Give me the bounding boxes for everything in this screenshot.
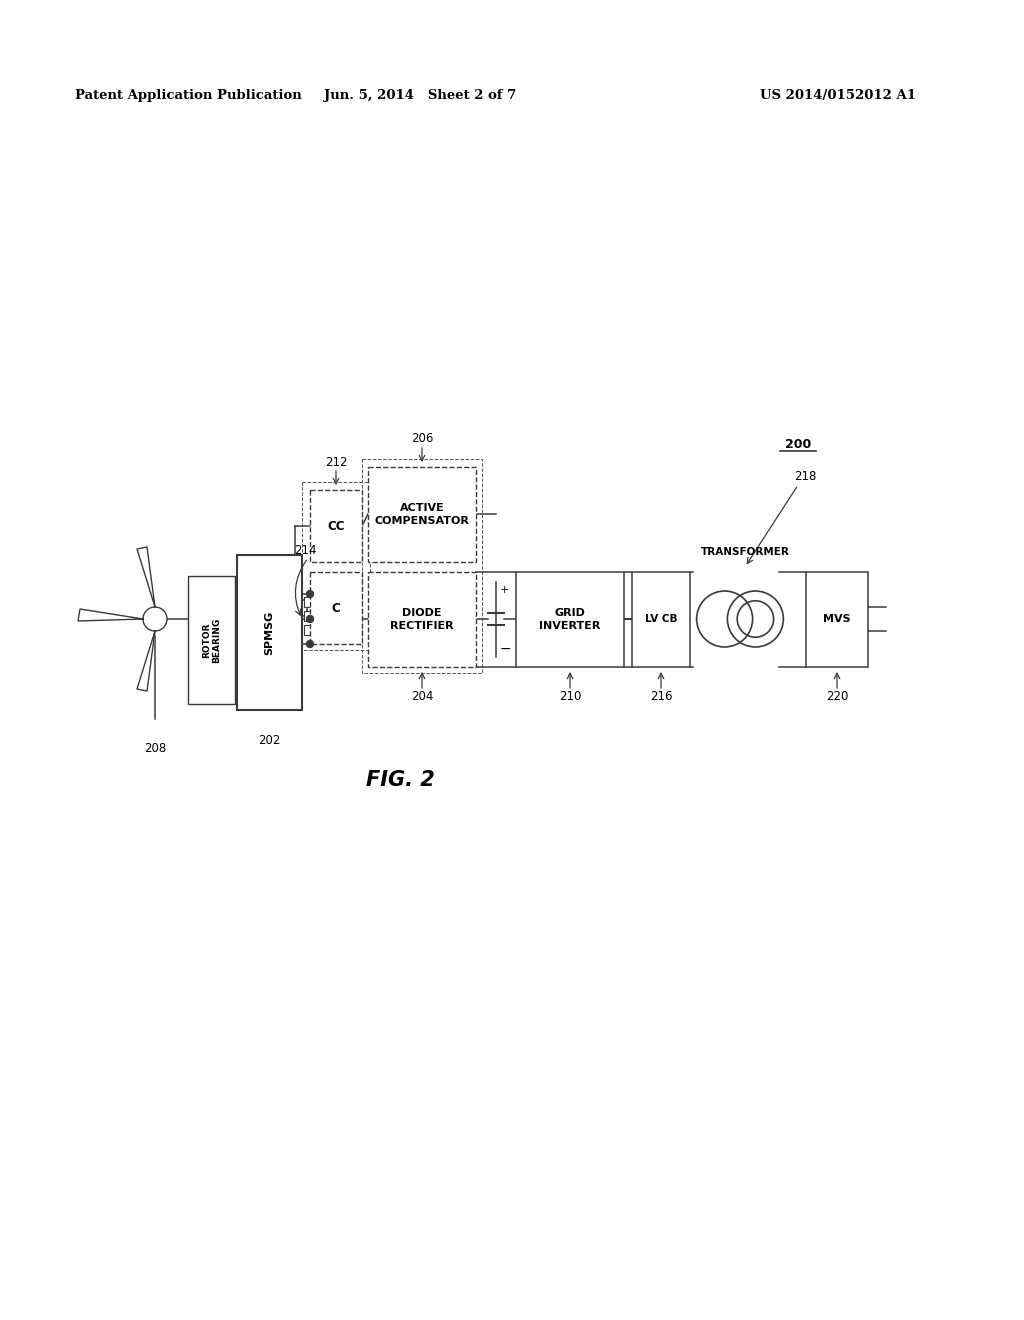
Bar [304,597,318,607]
Text: 208: 208 [144,742,166,755]
Text: DIODE
RECTIFIER: DIODE RECTIFIER [390,609,454,631]
Bar [304,611,318,620]
Text: 200: 200 [784,438,811,451]
Text: 210: 210 [559,690,582,704]
Text: GRID
INVERTER: GRID INVERTER [540,609,601,631]
Circle shape [306,590,313,598]
Bar [368,572,476,667]
Bar [310,572,362,644]
Bar [188,576,234,704]
Bar [310,490,362,562]
Text: 220: 220 [825,690,848,704]
Polygon shape [137,546,155,607]
Circle shape [306,640,313,648]
Polygon shape [137,631,155,690]
Bar [516,572,624,667]
Text: −: − [500,642,512,656]
Text: TRANSFORMER: TRANSFORMER [700,546,790,557]
Bar [368,467,476,562]
Text: Patent Application Publication: Patent Application Publication [75,88,302,102]
Text: 204: 204 [411,690,433,704]
Bar [302,482,370,649]
Text: 214: 214 [294,544,316,557]
Text: CC: CC [328,520,345,532]
Text: US 2014/0152012 A1: US 2014/0152012 A1 [760,88,916,102]
Circle shape [143,607,167,631]
Text: ACTIVE
COMPENSATOR: ACTIVE COMPENSATOR [375,503,469,525]
Polygon shape [78,609,143,620]
Text: +: + [500,585,509,595]
Text: 216: 216 [650,690,672,704]
Bar [806,572,868,667]
Text: SPMSG: SPMSG [264,610,274,655]
Bar [362,459,482,673]
Text: 212: 212 [325,455,347,469]
Text: 218: 218 [794,470,816,483]
Bar [237,554,302,710]
Text: MVS: MVS [823,615,851,624]
Text: ROTOR
BEARING: ROTOR BEARING [202,618,221,663]
Text: FIG. 2: FIG. 2 [366,770,434,789]
Text: LV CB: LV CB [645,615,677,624]
Text: C: C [332,602,340,615]
Text: Jun. 5, 2014   Sheet 2 of 7: Jun. 5, 2014 Sheet 2 of 7 [324,88,516,102]
Bar [632,572,690,667]
Circle shape [306,615,313,623]
Text: 202: 202 [258,734,281,747]
Text: 206: 206 [411,433,433,446]
Bar [304,624,318,635]
